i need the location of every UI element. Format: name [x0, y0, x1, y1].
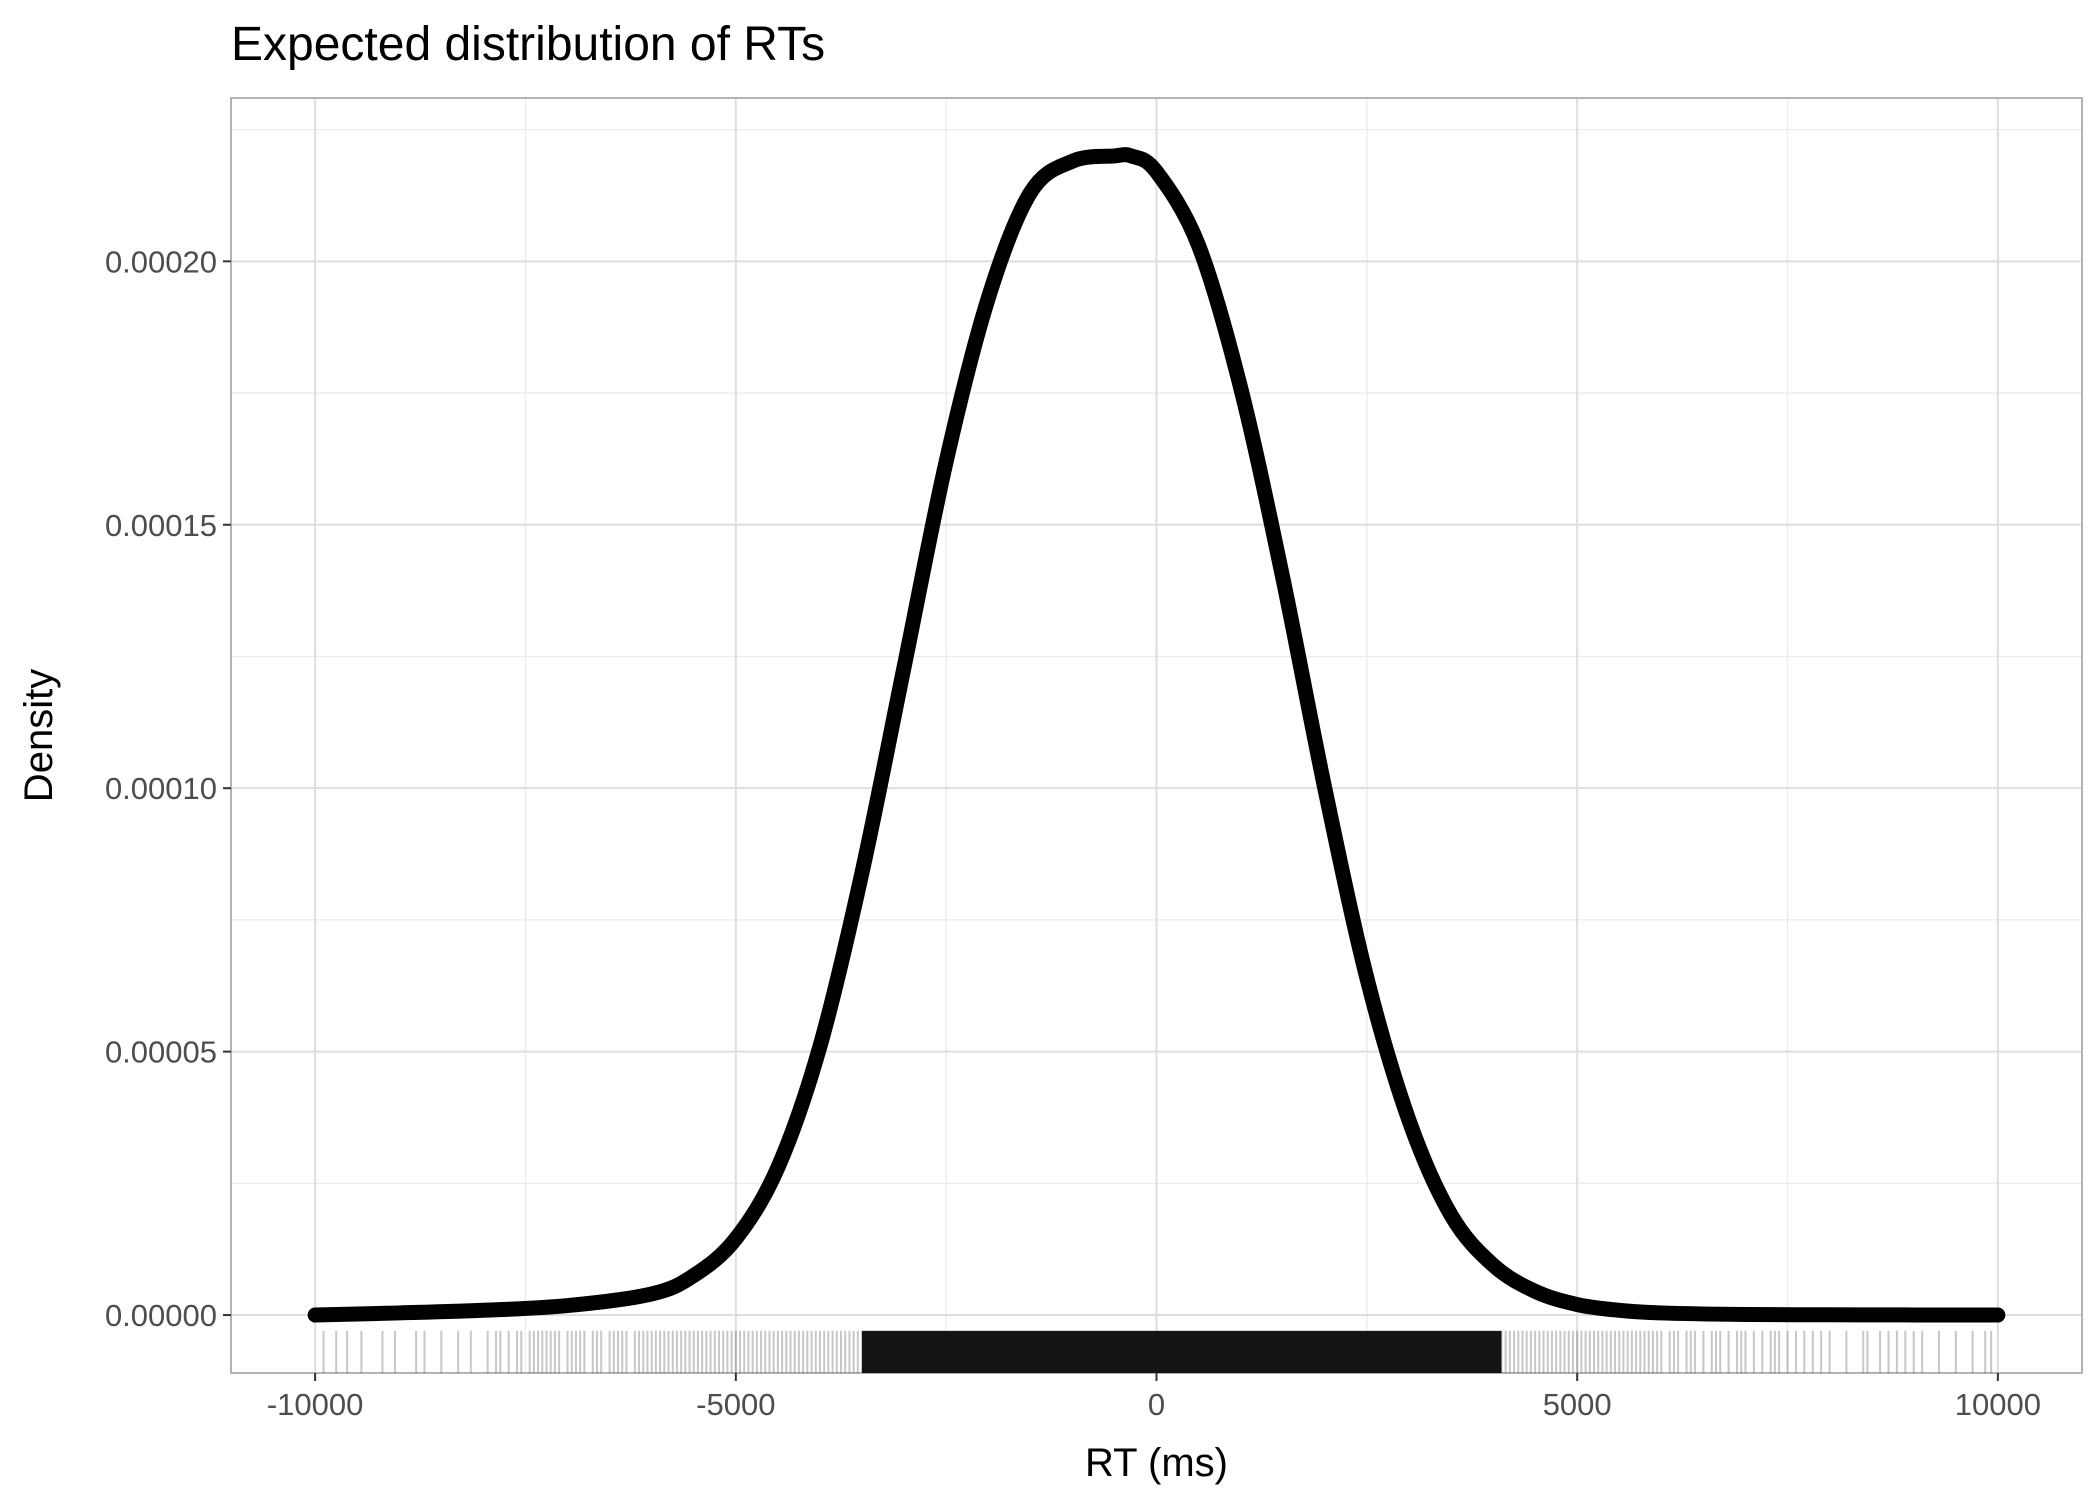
y-tick-label: 0.00010 — [105, 771, 217, 806]
y-axis-ticks: 0.00000 0.00005 0.00010 0.00015 0.00020 — [105, 244, 231, 1333]
grid-lines — [231, 98, 2082, 1373]
x-tick-label: 10000 — [1955, 1387, 2041, 1422]
y-tick-label: 0.00015 — [105, 508, 217, 543]
rug-marks — [322, 1330, 1993, 1373]
density-curve — [307, 147, 2006, 1323]
x-tick-label: -5000 — [696, 1387, 775, 1422]
y-tick-label: 0.00000 — [105, 1298, 217, 1333]
series-layer — [307, 147, 2006, 1323]
y-tick-label: 0.00005 — [105, 1035, 217, 1070]
x-axis-title: RT (ms) — [1085, 1441, 1228, 1485]
x-tick-label: -10000 — [267, 1387, 364, 1422]
y-tick-label: 0.00020 — [105, 244, 217, 279]
rug-dense-band — [862, 1330, 1502, 1373]
y-axis-title: Density — [17, 669, 61, 802]
x-tick-label: 0 — [1148, 1387, 1165, 1422]
x-tick-label: 5000 — [1543, 1387, 1612, 1422]
x-axis-ticks: -10000 -5000 0 5000 10000 — [267, 1373, 2041, 1422]
chart-title: Expected distribution of RTs — [231, 18, 825, 71]
